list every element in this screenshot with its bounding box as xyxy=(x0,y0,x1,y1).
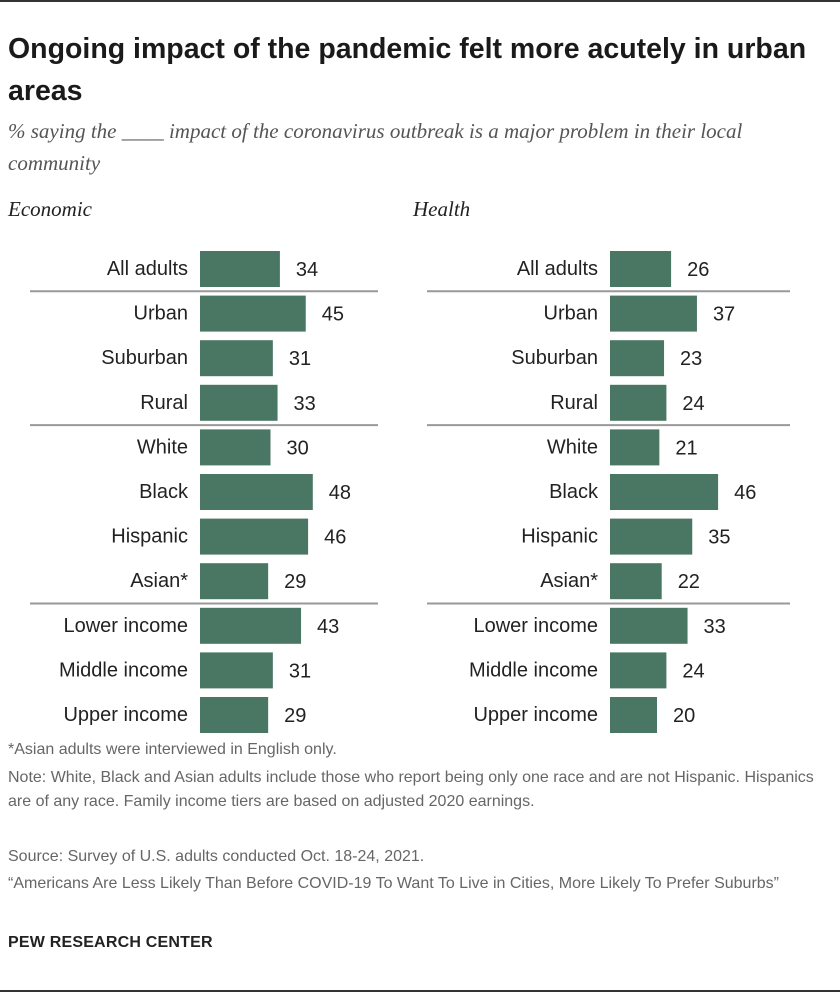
bar-economic-lower-income xyxy=(200,607,302,644)
bar-health-rural xyxy=(610,384,667,421)
value-label-economic-black: 48 xyxy=(329,482,351,504)
footnote-report: “Americans Are Less Likely Than Before C… xyxy=(8,875,779,892)
value-label-health-hispanic: 35 xyxy=(708,527,730,549)
category-label-health-lower-income: Lower income xyxy=(473,615,598,637)
bar-economic-middle-income xyxy=(200,652,273,689)
value-label-health-asian: 22 xyxy=(678,571,700,593)
chart-subtitle: % saying the ____ impact of the coronavi… xyxy=(8,119,743,175)
bar-health-lower-income xyxy=(610,607,688,644)
top-rule xyxy=(0,0,840,2)
bar-economic-all-adults xyxy=(200,251,280,287)
category-label-health-hispanic: Hispanic xyxy=(521,526,598,548)
category-label-health-suburban: Suburban xyxy=(511,347,598,369)
bar-health-asian xyxy=(610,563,662,600)
category-label-economic-suburban: Suburban xyxy=(101,347,188,369)
value-label-economic-white: 30 xyxy=(287,437,309,459)
panel-title-economic: Economic xyxy=(8,197,92,221)
value-label-health-white: 21 xyxy=(675,437,697,459)
footnote-source: Source: Survey of U.S. adults conducted … xyxy=(8,848,425,865)
bar-health-all-adults xyxy=(610,251,672,287)
chart-title: Ongoing impact of the pandemic felt more… xyxy=(8,33,807,107)
category-label-health-urban: Urban xyxy=(544,303,598,325)
category-label-health-rural: Rural xyxy=(550,392,598,414)
footnote-asian: *Asian adults were interviewed in Englis… xyxy=(8,741,337,758)
value-label-health-rural: 24 xyxy=(682,393,704,415)
value-label-health-all-adults: 26 xyxy=(687,259,709,281)
bottom-rule xyxy=(0,990,840,992)
footnote-note: Note: White, Black and Asian adults incl… xyxy=(8,769,814,810)
category-label-health-black: Black xyxy=(549,481,599,503)
bar-economic-black xyxy=(200,474,313,510)
bar-economic-rural xyxy=(200,384,278,421)
value-label-economic-upper-income: 29 xyxy=(284,705,306,727)
category-label-economic-hispanic: Hispanic xyxy=(111,526,188,548)
pew-research-center-logo: PEW RESEARCH CENTER xyxy=(8,934,213,951)
category-label-economic-all-adults: All adults xyxy=(107,258,188,280)
bar-health-upper-income xyxy=(610,697,657,733)
bar-health-middle-income xyxy=(610,652,667,689)
bar-economic-hispanic xyxy=(200,518,309,555)
value-label-economic-all-adults: 34 xyxy=(296,259,318,281)
value-label-health-middle-income: 24 xyxy=(682,660,704,682)
value-label-health-lower-income: 33 xyxy=(704,616,726,638)
category-label-health-middle-income: Middle income xyxy=(469,659,598,681)
value-label-health-black: 46 xyxy=(734,482,756,504)
bar-economic-urban xyxy=(200,295,306,332)
category-label-health-all-adults: All adults xyxy=(517,258,598,280)
category-label-economic-urban: Urban xyxy=(134,303,188,325)
category-label-economic-rural: Rural xyxy=(140,392,188,414)
bar-health-black xyxy=(610,474,719,510)
bar-health-suburban xyxy=(610,340,665,377)
bar-health-hispanic xyxy=(610,518,693,555)
category-label-economic-middle-income: Middle income xyxy=(59,659,188,681)
value-label-economic-asian: 29 xyxy=(284,571,306,593)
category-label-health-asian: Asian* xyxy=(540,570,598,592)
panel-title-health: Health xyxy=(413,197,471,221)
bar-economic-asian xyxy=(200,563,269,600)
bar-health-urban xyxy=(610,295,697,332)
value-label-economic-rural: 33 xyxy=(294,393,316,415)
category-label-economic-black: Black xyxy=(139,481,189,503)
value-label-health-suburban: 23 xyxy=(680,348,702,370)
value-label-economic-hispanic: 46 xyxy=(324,527,346,549)
category-label-health-white: White xyxy=(547,436,598,458)
category-label-economic-lower-income: Lower income xyxy=(63,615,188,637)
value-label-health-urban: 37 xyxy=(713,304,735,326)
bar-economic-suburban xyxy=(200,340,273,377)
bar-health-white xyxy=(610,429,660,466)
value-label-economic-lower-income: 43 xyxy=(317,616,339,638)
category-label-economic-upper-income: Upper income xyxy=(63,704,188,726)
category-label-economic-white: White xyxy=(137,436,188,458)
value-label-economic-middle-income: 31 xyxy=(289,660,311,682)
category-label-economic-asian: Asian* xyxy=(130,570,188,592)
bar-economic-white xyxy=(200,429,271,466)
category-label-health-upper-income: Upper income xyxy=(473,704,598,726)
value-label-economic-suburban: 31 xyxy=(289,348,311,370)
value-label-health-upper-income: 20 xyxy=(673,705,695,727)
bar-economic-upper-income xyxy=(200,697,269,733)
bar-chart: All adults 34 Urban 45 Suburban 31 Rural 33 Whit… xyxy=(30,251,790,733)
value-label-economic-urban: 45 xyxy=(322,304,344,326)
